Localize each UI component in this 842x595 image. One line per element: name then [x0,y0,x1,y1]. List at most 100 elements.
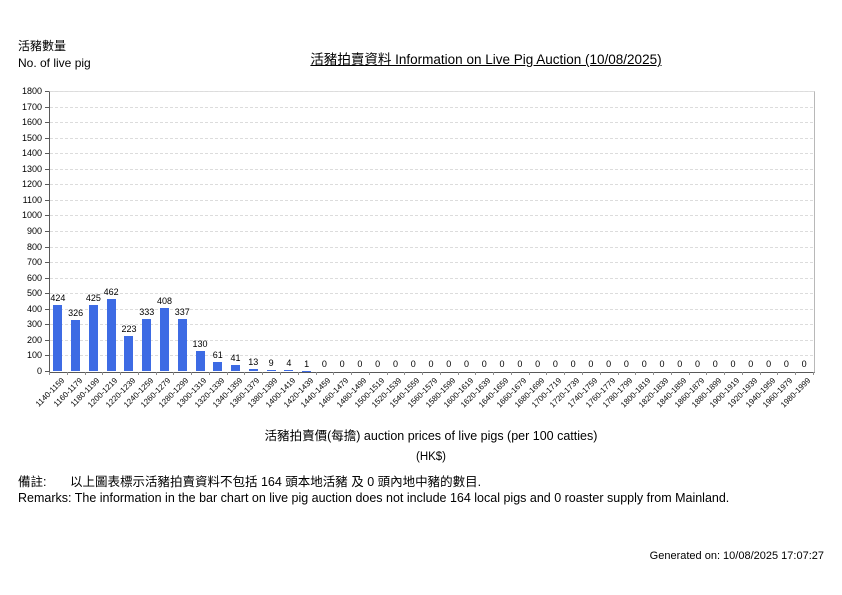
bar-value-label: 130 [192,338,208,349]
bar [71,320,81,371]
x-tick [457,372,459,375]
y-gridline [50,277,813,279]
x-tick [635,372,637,375]
y-gridline [50,262,813,264]
bar [231,364,241,371]
bar-value-label: 337 [174,306,190,317]
x-axis-unit: (HK$) [415,451,447,463]
bar-value-label: 0 [801,359,807,369]
x-tick [510,372,512,375]
bar-value-label: 0 [517,359,523,369]
y-tick-label: 1300 [21,163,42,174]
bar [124,336,134,371]
y-tick [45,308,49,310]
x-tick [49,372,50,375]
x-tick [475,372,477,375]
x-tick [351,372,353,375]
y-tick-label: 0 [36,366,42,376]
bar-value-label: 0 [552,359,558,369]
bar-value-label: 0 [623,359,629,369]
y-tick-label: 700 [26,257,42,268]
y-tick-label: 500 [26,288,42,299]
bar-value-label: 0 [339,359,345,369]
y-tick [45,293,49,295]
x-tick [617,372,619,375]
y-tick [45,277,49,279]
bar-value-label: 0 [712,359,718,369]
y-tick [45,371,49,372]
bar-value-label: 13 [248,356,259,367]
bar-value-label: 0 [464,359,470,369]
bar-value-label: 425 [85,292,101,303]
bar-value-label: 0 [410,359,416,369]
x-tick [404,372,406,375]
y-tick-label: 1500 [21,132,42,143]
y-tick-label: 100 [26,350,42,361]
bar-value-label: 0 [659,359,665,369]
bar-value-label: 0 [641,359,647,369]
bar-value-label: 4 [286,358,292,369]
chart-title: 活豬拍賣資料 Information on Live Pig Auction (… [310,52,662,67]
y-tick-label: 800 [26,241,42,252]
bar-value-label: 0 [428,359,434,369]
remark-zh-label: 備註: [18,475,47,489]
x-tick [688,372,690,375]
y-gridline [50,137,813,139]
x-tick [795,372,797,375]
bar-value-label: 0 [694,359,700,369]
x-tick [653,372,655,375]
y-tick [45,324,49,326]
remark-zh: 備註: 以上圖表標示活豬拍賣資料不包括 164 頭本地活豬 及 0 頭內地中豬的數… [18,474,729,490]
y-axis-header: 活豬數量 No. of live pig [18,38,91,72]
x-axis-title: 活豬拍賣價(每擔) auction prices of live pigs (p… [264,429,598,443]
y-gridline [50,199,813,201]
y-tick [45,106,49,108]
y-tick-label: 1200 [21,179,42,190]
x-tick [297,372,299,375]
bar-value-label: 0 [588,359,594,369]
y-gridline [50,293,813,295]
bar [213,361,223,371]
y-tick-label: 1600 [21,117,42,128]
x-tick [137,372,139,375]
x-tick [493,372,495,375]
y-tick [45,137,49,139]
bar-value-label: 1 [304,358,310,369]
x-tick [777,372,779,375]
y-tick-label: 600 [26,272,42,283]
x-tick [173,372,175,375]
x-tick [706,372,708,375]
y-tick [45,262,49,264]
x-tick [813,372,814,375]
y-tick [45,184,49,186]
x-tick [315,372,317,375]
x-tick [528,372,530,375]
bar [177,318,187,371]
x-tick [120,372,122,375]
bar-value-label: 0 [481,359,487,369]
bar [106,299,116,371]
x-tick [226,372,228,375]
bar [142,319,152,371]
y-axis-header-en: No. of live pig [18,56,91,70]
y-tick [45,168,49,170]
y-gridline [50,91,813,92]
x-tick [262,372,264,375]
y-tick-label: 1800 [21,86,42,96]
y-axis-header-zh: 活豬數量 [18,39,67,53]
x-tick [84,372,86,375]
y-gridline [50,231,813,232]
bar-value-label: 0 [392,359,398,369]
y-tick [45,122,49,124]
y-tick [45,215,49,217]
y-gridline [50,153,813,155]
x-tick [759,372,761,375]
x-tick [582,372,584,375]
bar-value-label: 462 [103,287,119,298]
y-tick [45,231,49,232]
x-tick [155,372,157,375]
x-tick [368,372,370,375]
bar-value-label: 0 [748,359,754,369]
bar [159,307,169,371]
